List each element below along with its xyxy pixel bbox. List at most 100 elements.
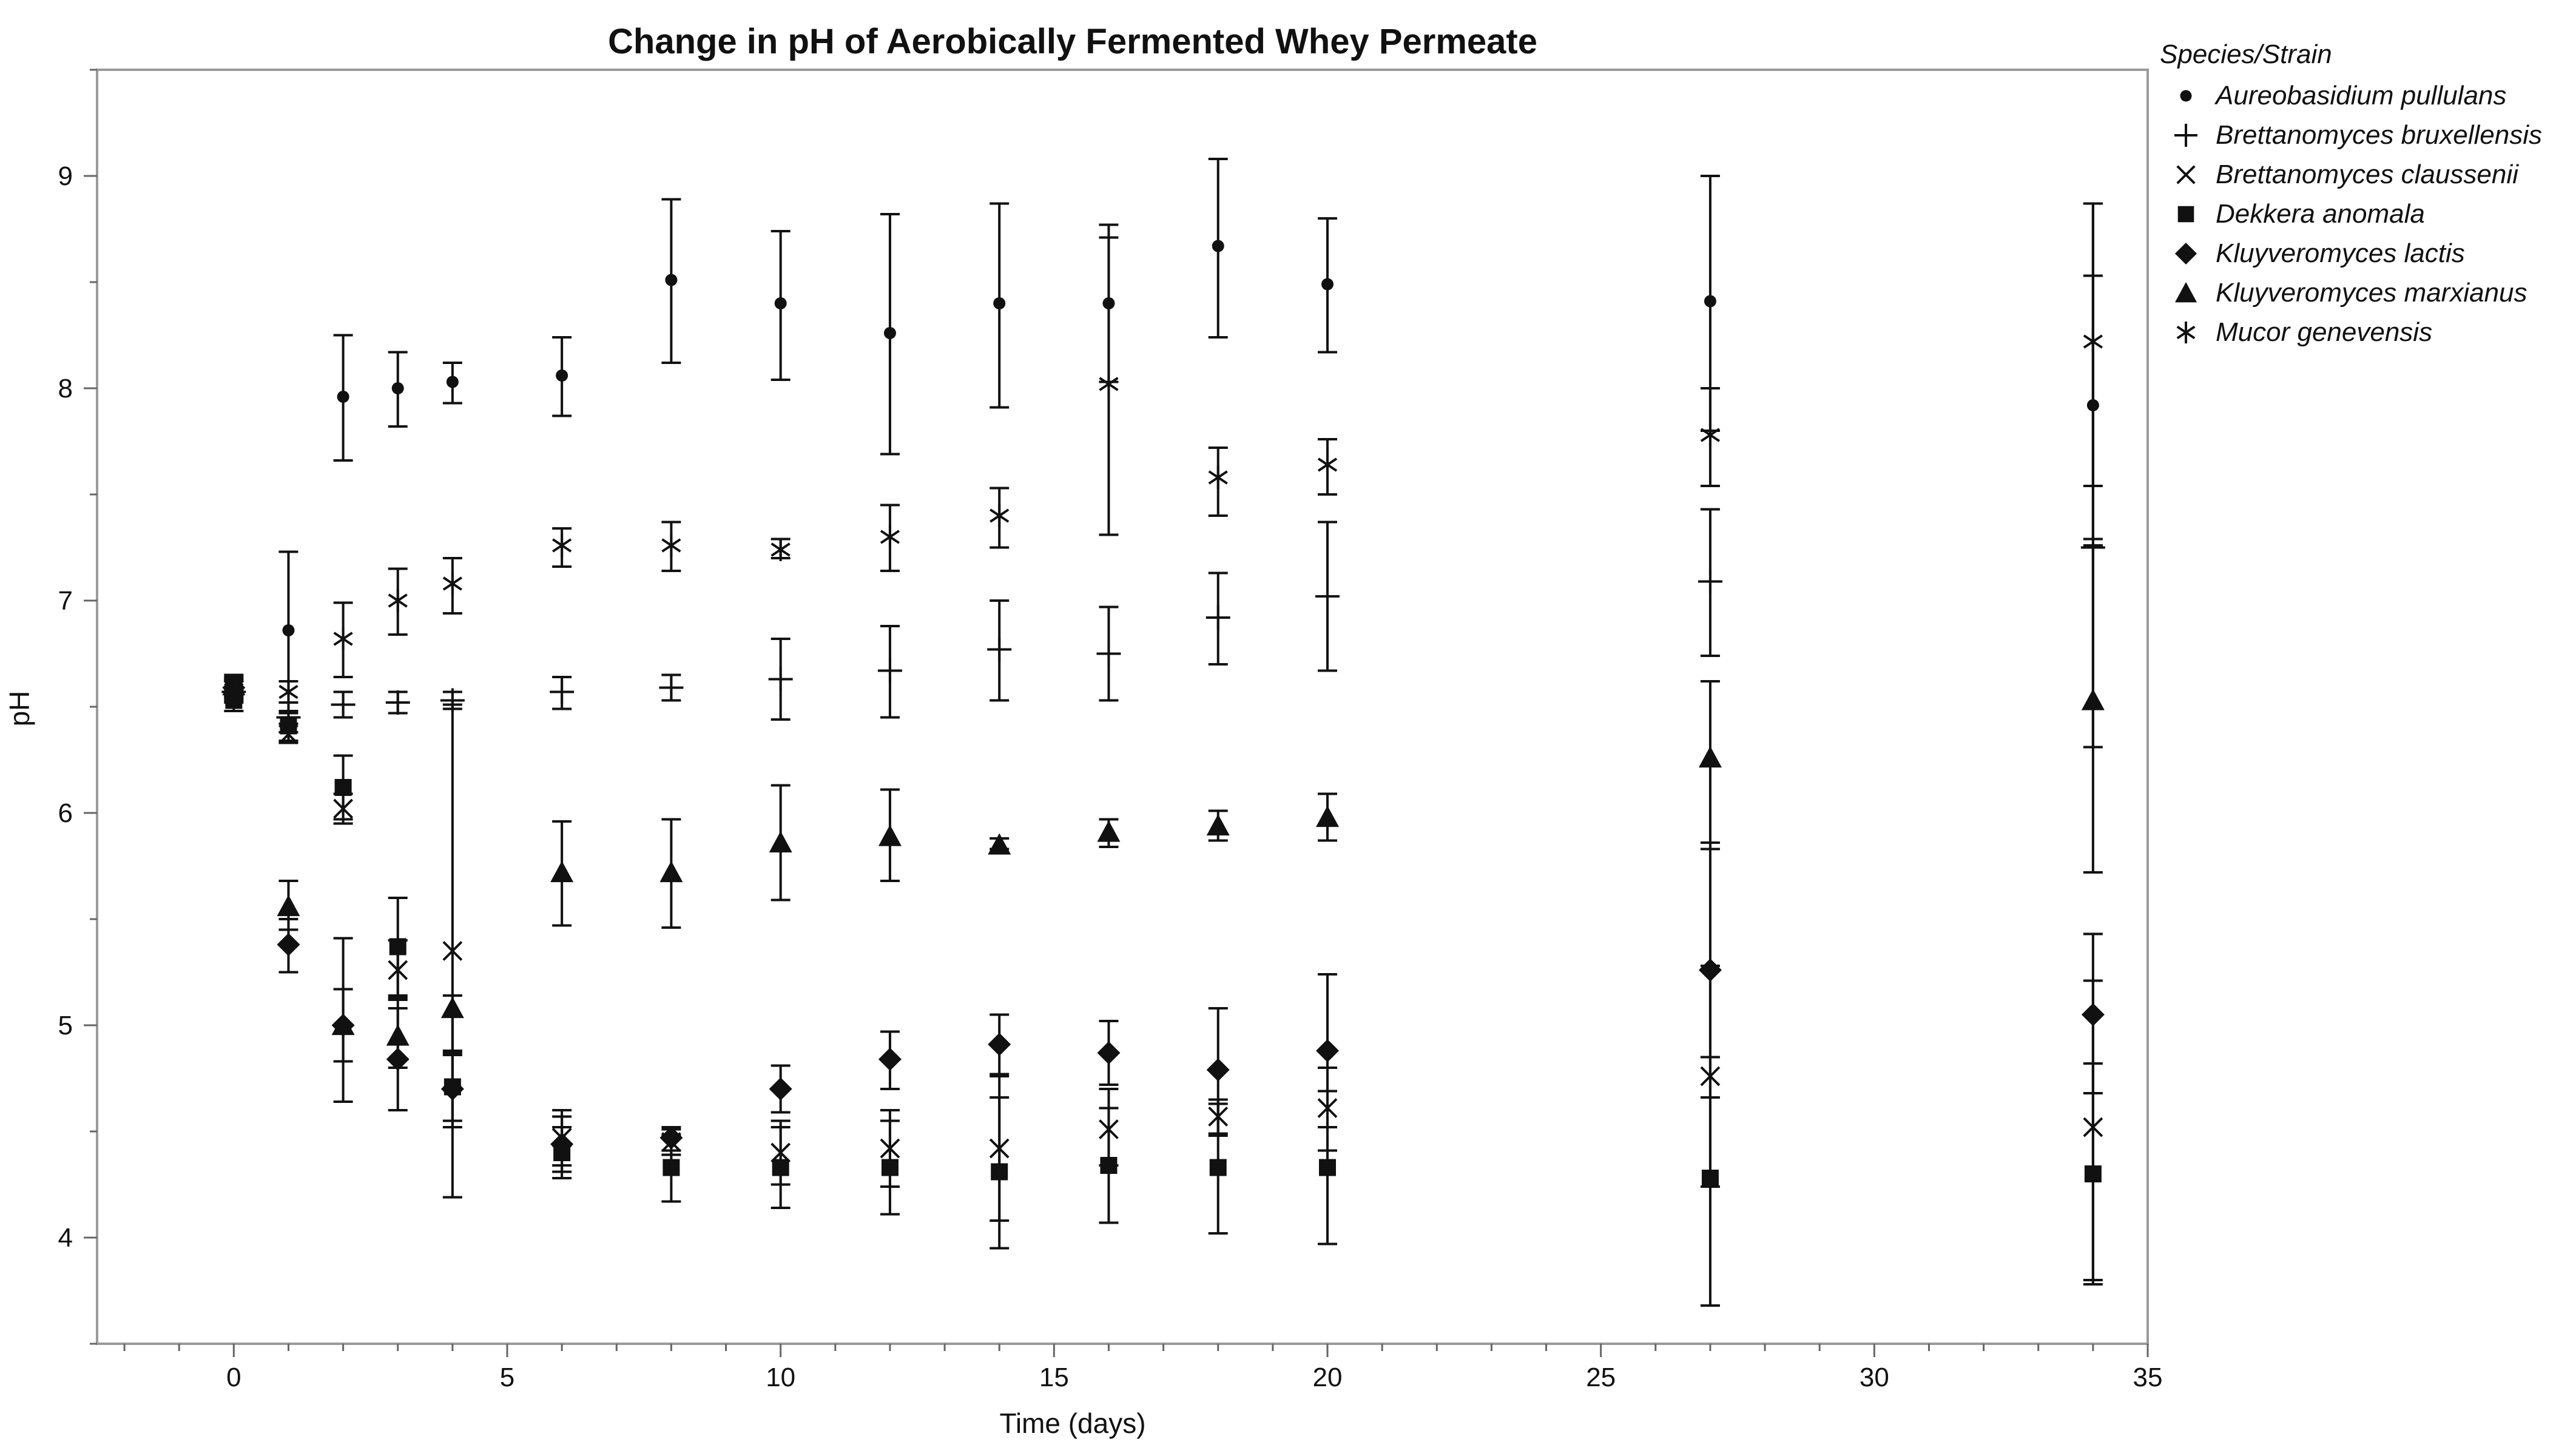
data-point: [991, 1163, 1008, 1181]
plot-area: [96, 69, 2149, 1345]
data-point: [1096, 641, 1121, 666]
data-point: [1097, 1041, 1121, 1065]
legend-item: Dekkera anomala: [2177, 199, 2425, 229]
marker-shape: [988, 833, 1011, 855]
marker-shape: [990, 508, 1010, 523]
x-tick-label: 15: [1039, 1363, 1069, 1392]
marker-shape: [1700, 428, 1721, 442]
data-point: [1698, 569, 1722, 594]
data-point: [1701, 1170, 1719, 1187]
marker-shape: [2081, 1003, 2105, 1026]
marker-shape: [440, 1077, 464, 1100]
marker-shape: [1097, 1041, 1121, 1065]
marker-shape: [1701, 1170, 1719, 1187]
data-point: [880, 525, 900, 548]
data-point: [771, 538, 791, 561]
y-tick-label: 7: [58, 586, 73, 616]
data-point: [881, 1159, 899, 1176]
marker-shape: [2176, 165, 2196, 184]
legend-label: Kluyveromyces marxianus: [2216, 278, 2527, 308]
data-point: [993, 297, 1006, 309]
data-point: [1209, 1159, 1227, 1176]
data-point: [2084, 1165, 2102, 1182]
marker-shape: [988, 1033, 1011, 1056]
legend-item: Aureobasidium pullulans: [2180, 81, 2506, 110]
marker-shape: [224, 682, 244, 697]
marker-shape: [550, 1133, 574, 1156]
series-1: [221, 202, 2105, 749]
data-point: [550, 861, 574, 883]
marker-shape: [1319, 1159, 1336, 1176]
y-tick-label: 8: [58, 374, 73, 403]
legend-label: Mucor genevensis: [2216, 317, 2432, 347]
data-point: [388, 589, 408, 612]
data-point: [277, 933, 300, 956]
marker-shape: [277, 895, 300, 917]
legend-item: Mucor genevensis: [2176, 317, 2432, 347]
marker-shape: [388, 593, 408, 608]
data-point: [772, 1159, 789, 1176]
marker-shape: [993, 297, 1006, 309]
legend-plus-icon: [2174, 124, 2197, 147]
marker-shape: [1100, 1157, 1118, 1174]
marker-shape: [774, 297, 787, 309]
legend-title: Species/Strain: [2160, 39, 2332, 69]
series-0: [224, 158, 2103, 712]
marker-shape: [991, 1163, 1008, 1181]
marker-shape: [389, 938, 406, 956]
marker-shape: [659, 1126, 683, 1150]
data-point: [659, 675, 684, 700]
data-point: [556, 369, 568, 382]
data-point: [446, 376, 459, 388]
marker-shape: [1208, 470, 1228, 485]
data-point: [1316, 806, 1339, 827]
y-tick-label: 4: [58, 1223, 73, 1253]
legend-asterisk-icon: [2176, 321, 2196, 344]
data-point: [1704, 295, 1716, 308]
data-point: [282, 624, 295, 636]
data-point: [1206, 605, 1230, 630]
marker-shape: [1704, 295, 1716, 308]
marker-shape: [1698, 746, 1722, 768]
data-point: [1097, 820, 1121, 842]
data-point: [440, 1077, 464, 1100]
marker-shape: [337, 391, 349, 403]
data-point: [280, 717, 297, 735]
data-point: [1319, 1159, 1336, 1176]
data-point: [1099, 372, 1119, 396]
data-point: [878, 1048, 902, 1071]
x-tick-label: 25: [1586, 1363, 1616, 1392]
data-point: [659, 861, 683, 883]
marker-shape: [1316, 1039, 1339, 1062]
data-point: [278, 680, 298, 704]
marker-shape: [2177, 206, 2194, 223]
marker-shape: [880, 530, 900, 544]
legend-label: Aureobasidium pullulans: [2214, 81, 2506, 110]
series-6: [224, 202, 2103, 704]
marker-shape: [1206, 814, 1230, 836]
marker-shape: [1321, 278, 1334, 291]
data-point: [988, 833, 1011, 855]
marker-shape: [2081, 689, 2105, 710]
marker-shape: [442, 941, 463, 961]
data-point: [1316, 1039, 1339, 1062]
legend-square-icon: [2177, 206, 2194, 223]
data-point: [661, 534, 681, 557]
marker-shape: [2176, 325, 2196, 340]
marker-shape: [771, 542, 791, 557]
data-series: [221, 158, 2105, 1307]
marker-shape: [2083, 334, 2103, 349]
data-point: [878, 824, 902, 846]
marker-shape: [1097, 820, 1121, 842]
marker-shape: [661, 538, 681, 553]
marker-shape: [772, 1159, 789, 1176]
marker-shape: [1209, 1159, 1227, 1176]
marker-shape: [280, 717, 297, 735]
series-2: [223, 678, 2103, 1281]
data-point: [552, 534, 572, 557]
series-3: [224, 689, 2103, 1307]
marker-shape: [1698, 959, 1722, 982]
marker-shape: [550, 861, 574, 883]
x-tick-label: 5: [500, 1363, 514, 1392]
data-point: [337, 391, 349, 403]
